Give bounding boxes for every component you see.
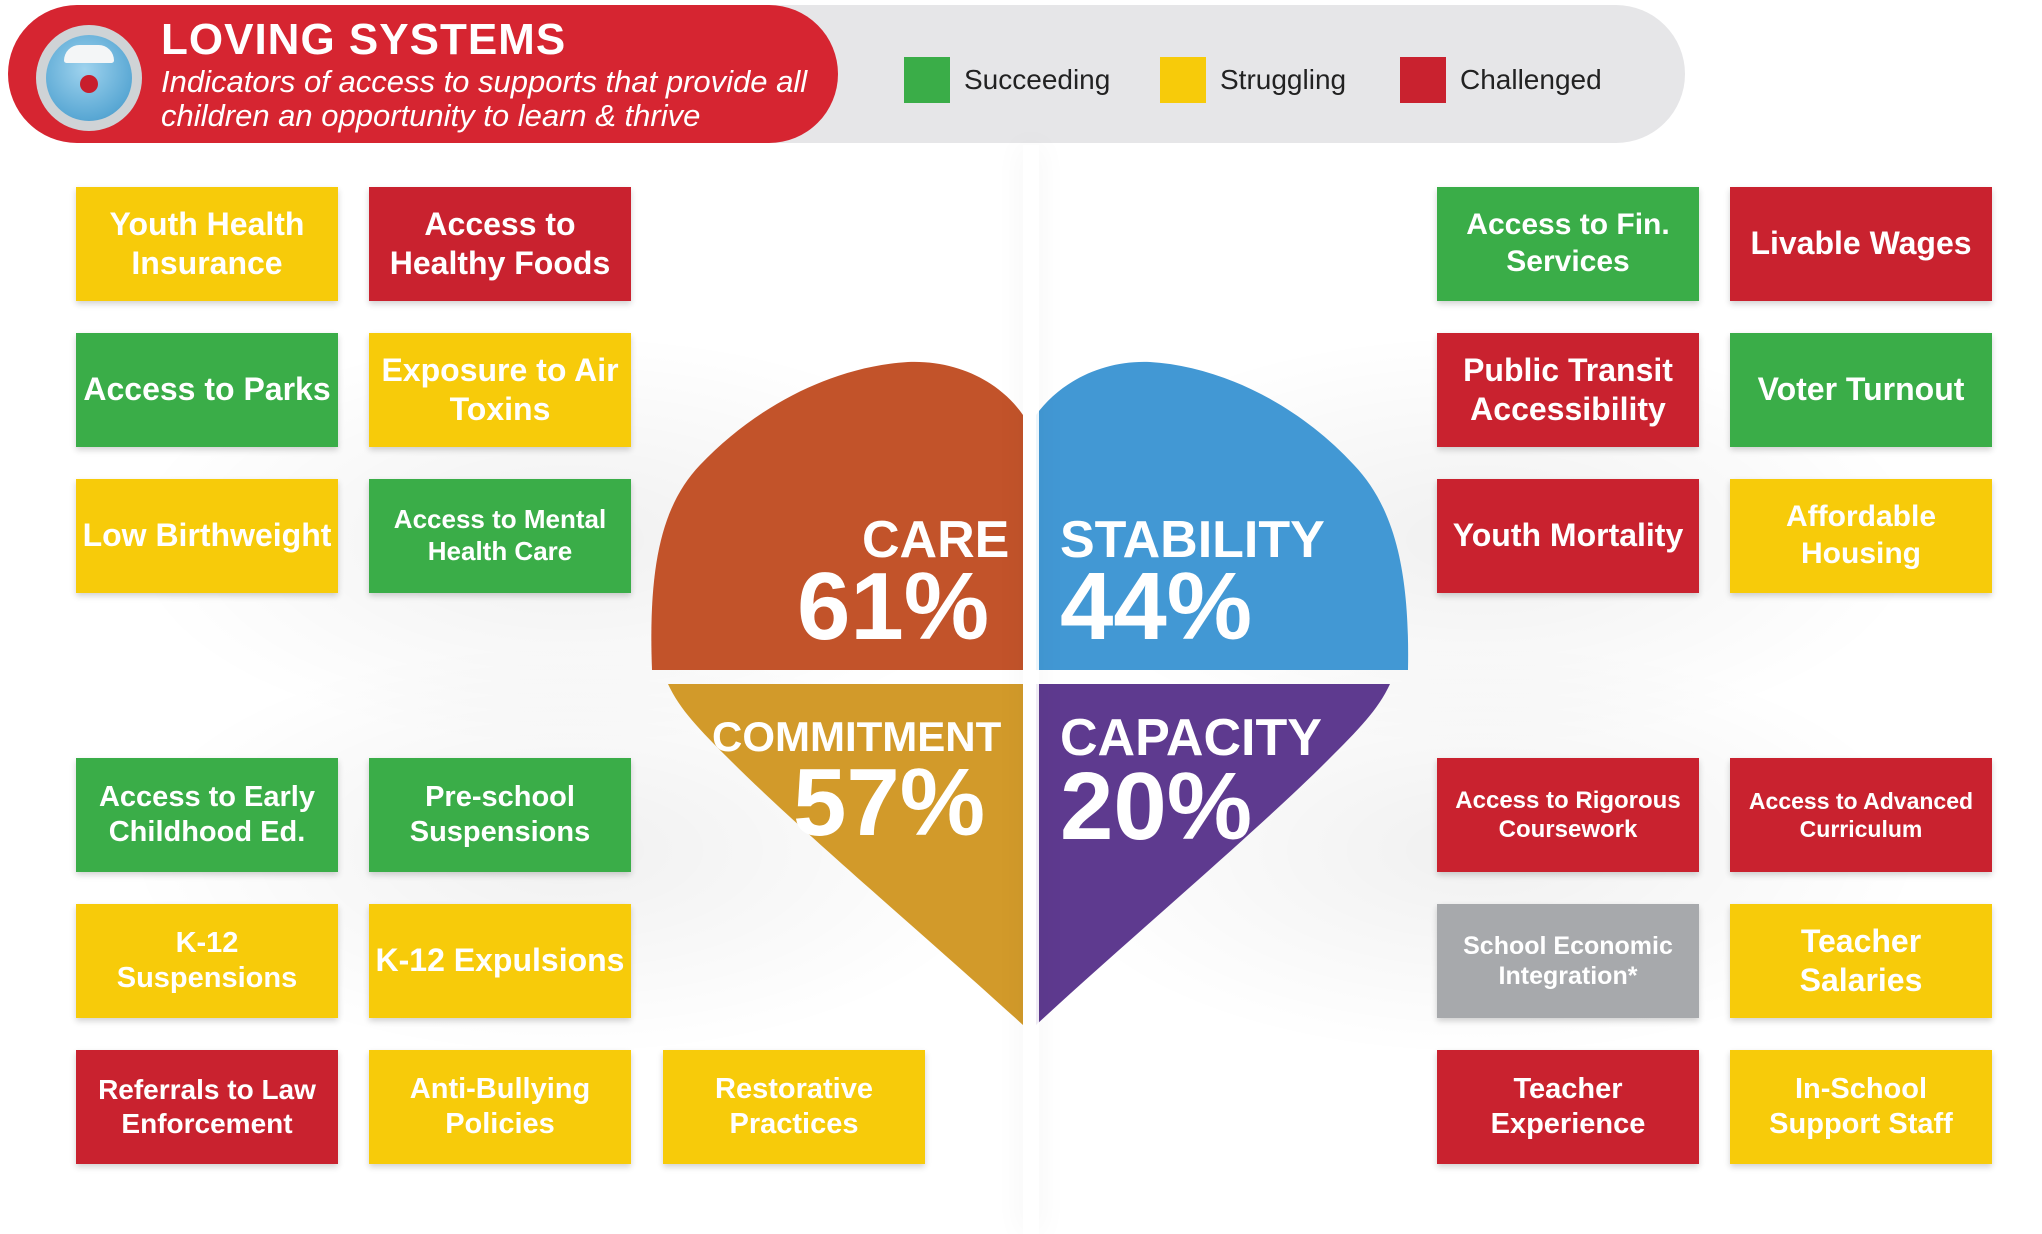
indicator-label: Access to Early Childhood Ed. — [98, 780, 315, 848]
indicator-exposure-to-air-toxins: Exposure to Air Toxins — [369, 333, 631, 447]
legend-swatch-struggling — [1160, 57, 1206, 103]
scale-face — [46, 35, 132, 121]
legend-label-struggling: Struggling — [1220, 64, 1347, 95]
indicator-label: Teacher Experience — [1490, 1072, 1646, 1140]
indicator-anti-bullying-policies: Anti-Bullying Policies — [369, 1050, 631, 1164]
legend-item-succeeding: Succeeding — [904, 57, 1110, 103]
scale-logo-icon — [36, 25, 142, 131]
stability-label: STABILITY — [1060, 511, 1325, 569]
legend-label-challenged: Challenged — [1460, 64, 1602, 95]
legend-swatch-challenged — [1400, 57, 1446, 103]
indicator-label: In-School Support Staff — [1769, 1072, 1953, 1140]
indicator-access-to-rigorous-coursework: Access to Rigorous Coursework — [1437, 758, 1699, 872]
indicator-label: Access to Healthy Foods — [389, 205, 611, 281]
indicator-label: Teacher Salaries — [1799, 922, 1923, 998]
indicator-label: Low Birthweight — [82, 517, 332, 554]
indicator-access-to-healthy-foods: Access to Healthy Foods — [369, 187, 631, 301]
vertical-divider — [1023, 145, 1039, 1234]
capacity-label: CAPACITY — [1060, 709, 1322, 767]
indicator-affordable-housing: Affordable Housing — [1730, 479, 1992, 593]
stability-percent: 44% — [1060, 553, 1253, 660]
indicator-in-school-support-staff: In-School Support Staff — [1730, 1050, 1992, 1164]
indicator-label: Voter Turnout — [1757, 371, 1965, 408]
page-subtitle: Indicators of access to supports that pr… — [161, 64, 808, 133]
indicator-low-birthweight: Low Birthweight — [76, 479, 338, 593]
title-banner: LOVING SYSTEMS Indicators of access to s… — [8, 5, 838, 143]
commitment-label: COMMITMENT — [712, 713, 1002, 760]
heart-mark — [80, 75, 98, 93]
indicator-label: Livable Wages — [1750, 225, 1972, 262]
page-title: LOVING SYSTEMS — [161, 15, 567, 64]
heart-capacity — [1036, 684, 1390, 1025]
indicator-restorative-practices: Restorative Practices — [663, 1050, 925, 1164]
scale-dial — [64, 45, 114, 63]
commitment-percent: 57% — [793, 749, 986, 856]
legend-item-challenged: Challenged — [1400, 57, 1602, 103]
indicator-label: Restorative Practices — [715, 1072, 873, 1140]
indicator-access-to-fin-services: Access to Fin. Services — [1437, 187, 1699, 301]
indicator-label: Exposure to Air Toxins — [381, 351, 619, 427]
heart-stability — [1036, 361, 1409, 670]
indicator-label: School Economic Integration* — [1463, 931, 1673, 991]
heart-commitment — [668, 684, 1023, 1025]
indicator-label: Public Transit Accessibility — [1463, 351, 1673, 427]
indicator-label: Access to Fin. Services — [1466, 208, 1670, 278]
indicator-label: K-12 Expulsions — [375, 942, 625, 979]
indicator-label: Youth Health Insurance — [109, 205, 305, 281]
indicator-teacher-salaries: Teacher Salaries — [1730, 904, 1992, 1018]
indicator-label: Anti-Bullying Policies — [409, 1072, 591, 1140]
care-percent: 61% — [797, 553, 990, 660]
indicator-label: Referrals to Law Enforcement — [98, 1073, 316, 1139]
indicator-public-transit-accessibility: Public Transit Accessibility — [1437, 333, 1699, 447]
indicator-k12-expulsions: K-12 Expulsions — [369, 904, 631, 1018]
indicator-pre-school-suspensions: Pre-school Suspensions — [369, 758, 631, 872]
indicator-label: Access to Rigorous Coursework — [1455, 786, 1681, 843]
indicator-access-to-early-childhood-ed: Access to Early Childhood Ed. — [76, 758, 338, 872]
indicator-label: Pre-school Suspensions — [409, 780, 591, 848]
indicator-voter-turnout: Voter Turnout — [1730, 333, 1992, 447]
indicator-youth-mortality: Youth Mortality — [1437, 479, 1699, 593]
indicator-access-to-advanced-curriculum: Access to Advanced Curriculum — [1730, 758, 1992, 872]
indicator-label: K-12 Suspensions — [116, 926, 298, 994]
indicator-label: Youth Mortality — [1452, 517, 1684, 554]
indicator-access-to-mental-health-care: Access to Mental Health Care — [369, 479, 631, 593]
legend-swatch-succeeding — [904, 57, 950, 103]
indicator-label: Access to Advanced Curriculum — [1748, 787, 1974, 842]
indicator-access-to-parks: Access to Parks — [76, 333, 338, 447]
care-label: CARE — [862, 511, 1010, 569]
indicator-referrals-to-law-enforcement: Referrals to Law Enforcement — [76, 1050, 338, 1164]
indicator-youth-health-insurance: Youth Health Insurance — [76, 187, 338, 301]
indicator-livable-wages: Livable Wages — [1730, 187, 1992, 301]
indicator-school-economic-integration: School Economic Integration* — [1437, 904, 1699, 1018]
indicator-teacher-experience: Teacher Experience — [1437, 1050, 1699, 1164]
legend-item-struggling: Struggling — [1160, 57, 1346, 103]
indicator-label: Access to Parks — [83, 371, 331, 408]
legend-label-succeeding: Succeeding — [964, 64, 1111, 95]
indicator-k12-suspensions: K-12 Suspensions — [76, 904, 338, 1018]
indicator-label: Access to Mental Health Care — [393, 504, 607, 566]
heart-care — [651, 361, 1023, 670]
capacity-percent: 20% — [1060, 753, 1253, 860]
indicator-label: Affordable Housing — [1786, 500, 1936, 570]
